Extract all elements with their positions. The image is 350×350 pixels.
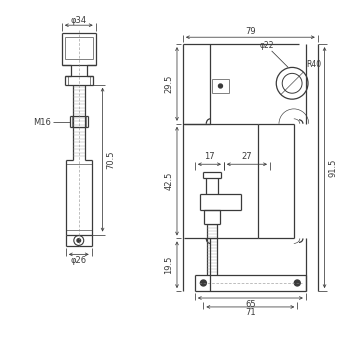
Text: 65: 65	[245, 300, 255, 309]
Text: φ34: φ34	[71, 16, 87, 25]
Text: R40: R40	[306, 60, 321, 69]
Text: 91.5: 91.5	[329, 159, 338, 177]
Circle shape	[201, 280, 206, 286]
Text: 42.5: 42.5	[164, 172, 174, 190]
Text: 29.5: 29.5	[164, 75, 174, 93]
Text: M16: M16	[33, 118, 51, 127]
Text: 79: 79	[245, 27, 255, 36]
Circle shape	[77, 239, 80, 242]
Text: 17: 17	[204, 152, 215, 161]
Text: φ26: φ26	[71, 256, 87, 265]
Text: 70.5: 70.5	[106, 150, 115, 169]
Circle shape	[294, 280, 300, 286]
Text: 27: 27	[241, 152, 252, 161]
Text: 71: 71	[245, 308, 255, 317]
Circle shape	[218, 84, 223, 88]
Text: 19.5: 19.5	[164, 256, 174, 274]
Text: φ22: φ22	[259, 41, 274, 50]
